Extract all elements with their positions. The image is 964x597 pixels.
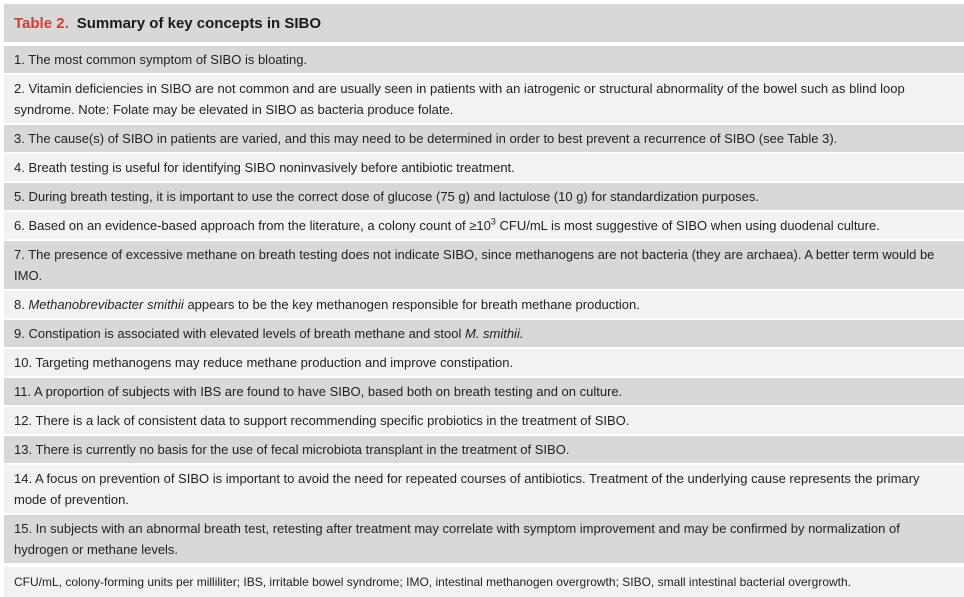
row-text-italic: Methanobrevibacter smithii <box>28 297 184 312</box>
row-text-before: 8. <box>14 297 29 312</box>
table-row: 8. Methanobrevibacter smithii appears to… <box>4 291 964 320</box>
table-title-bar: Table 2. Summary of key concepts in SIBO <box>4 4 964 42</box>
table-row: 11. A proportion of subjects with IBS ar… <box>4 378 964 407</box>
row-text: 10. Targeting methanogens may reduce met… <box>14 355 514 370</box>
superscript: 3 <box>490 216 496 227</box>
row-text: 4. Breath testing is useful for identify… <box>14 160 515 175</box>
table-row: 10. Targeting methanogens may reduce met… <box>4 349 964 378</box>
row-text: 14. A focus on prevention of SIBO is imp… <box>14 471 920 507</box>
row-text: 7. The presence of excessive methane on … <box>14 247 935 283</box>
table-row: 7. The presence of excessive methane on … <box>4 241 964 291</box>
table-row: 12. There is a lack of consistent data t… <box>4 407 964 436</box>
table-row: 5. During breath testing, it is importan… <box>4 183 964 212</box>
row-text: 13. There is currently no basis for the … <box>14 442 570 457</box>
table-row: 9. Constipation is associated with eleva… <box>4 320 964 349</box>
table-footnote: CFU/mL, colony-forming units per millili… <box>4 567 964 597</box>
table-row: 14. A focus on prevention of SIBO is imp… <box>4 465 964 515</box>
row-text-before: 6. Based on an evidence-based approach f… <box>14 218 491 233</box>
table-row: 3. The cause(s) of SIBO in patients are … <box>4 125 964 154</box>
table-row: 6. Based on an evidence-based approach f… <box>4 212 964 241</box>
table-row: 15. In subjects with an abnormal breath … <box>4 515 964 565</box>
row-text-after: appears to be the key methanogen respons… <box>183 297 640 312</box>
table-row: 13. There is currently no basis for the … <box>4 436 964 465</box>
table-row: 4. Breath testing is useful for identify… <box>4 154 964 183</box>
table-row: 2. Vitamin deficiencies in SIBO are not … <box>4 75 964 125</box>
table-row: 1. The most common symptom of SIBO is bl… <box>4 46 964 75</box>
row-text-before: 9. Constipation is associated with eleva… <box>14 326 465 341</box>
table-container: Table 2. Summary of key concepts in SIBO… <box>4 0 964 597</box>
row-text-italic: M. smithii. <box>464 326 524 341</box>
row-text: 11. A proportion of subjects with IBS ar… <box>14 384 623 399</box>
row-text: 3. The cause(s) of SIBO in patients are … <box>14 131 838 146</box>
row-text: 2. Vitamin deficiencies in SIBO are not … <box>14 81 905 117</box>
row-text: 1. The most common symptom of SIBO is bl… <box>14 52 308 67</box>
table-body: 1. The most common symptom of SIBO is bl… <box>4 46 964 565</box>
table-label: Table 2. <box>14 14 69 32</box>
row-text: 15. In subjects with an abnormal breath … <box>14 521 900 557</box>
row-text: 12. There is a lack of consistent data t… <box>14 413 630 428</box>
table-title: Summary of key concepts in SIBO <box>76 14 321 32</box>
row-text: 5. During breath testing, it is importan… <box>14 189 760 204</box>
row-text-after: CFU/mL is most suggestive of SIBO when u… <box>495 218 880 233</box>
